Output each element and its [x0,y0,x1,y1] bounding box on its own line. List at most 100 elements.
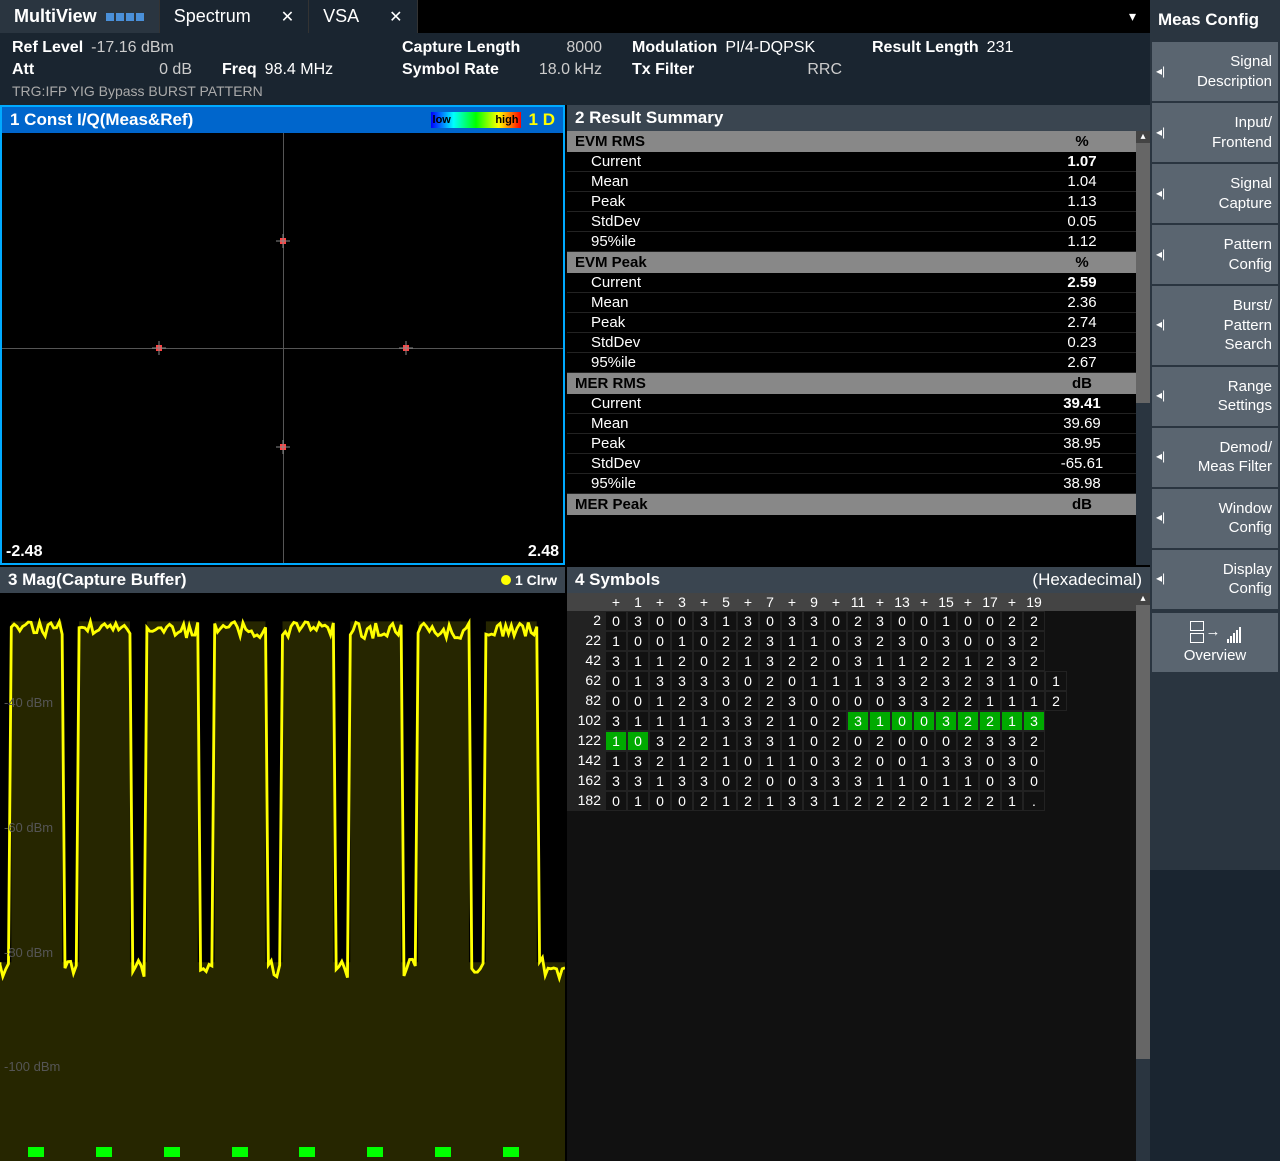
tab-vsa[interactable]: VSA✕ [309,0,417,33]
arrow-icon: ◂| [1156,186,1165,202]
y-axis-label: -80 dBm [4,945,53,960]
sidebar-button[interactable]: ◂|SignalCapture [1152,164,1278,223]
symbol-cell: 0 [649,611,671,631]
symbol-row: 14213212101103200133030 [567,751,1150,771]
result-value: 39.69 [1022,415,1142,432]
symbol-cell: 0 [627,731,649,751]
result-table: EVM RMS%Current1.07Mean1.04Peak1.13StdDe… [567,131,1150,515]
symbol-cell: 0 [715,691,737,711]
y-axis-label: -40 dBm [4,695,53,710]
result-label: Current [575,153,1022,170]
result-value: 2.67 [1022,354,1142,371]
symbol-cell: 0 [957,631,979,651]
symbol-cell: 0 [891,611,913,631]
symbol-cell: 0 [649,791,671,811]
sidebar-button[interactable]: ◂|WindowConfig [1152,489,1278,548]
symbol-cell: 2 [671,731,693,751]
symbol-cell: 3 [605,771,627,791]
sidebar-button[interactable]: ◂|PatternConfig [1152,225,1278,284]
iq-plot[interactable]: -2.48 2.48 [2,133,563,563]
symbol-cell: 2 [1023,631,1045,651]
symbol-cell: 1 [627,711,649,731]
result-value: 0.23 [1022,334,1142,351]
mag-plot[interactable]: -40 dBm-60 dBm-80 dBm-100 dBm [0,593,565,1161]
symbol-cell: 0 [1023,771,1045,791]
symbol-cell: 0 [715,771,737,791]
tab-spectrum[interactable]: Spectrum✕ [160,0,309,33]
sidebar-button[interactable]: ◂|DisplayConfig [1152,550,1278,609]
result-row: Mean1.04 [567,172,1150,192]
symbol-cell: 3 [891,691,913,711]
green-marker [232,1147,248,1157]
green-marker [435,1147,451,1157]
symbol-cell: 0 [847,731,869,751]
symbol-cell: 3 [693,611,715,631]
symbol-cell: 1 [1001,791,1023,811]
tab-multiview[interactable]: MultiView [0,0,160,33]
symbol-cell: 0 [1023,751,1045,771]
scrollbar[interactable]: ▴ [1136,593,1150,1161]
symbol-cell: 1 [649,691,671,711]
result-row: Peak38.95 [567,434,1150,454]
overview-button[interactable]: → Overview [1152,613,1278,672]
tab-dropdown[interactable]: ▾ [1115,0,1150,33]
symbol-cell: 1 [1001,691,1023,711]
symbol-cell: 0 [869,691,891,711]
symbol-cell: 2 [913,651,935,671]
result-value: -65.61 [1022,455,1142,472]
symbol-cell: 3 [759,651,781,671]
symbol-cell: 2 [869,731,891,751]
sidebar-button[interactable]: ◂|Input/Frontend [1152,103,1278,162]
symbol-cell: 1 [957,651,979,671]
sidebar-button[interactable]: ◂|Burst/PatternSearch [1152,286,1278,365]
symbol-cell: 0 [979,771,1001,791]
axis-label: -2.48 [6,543,42,561]
symbol-cell: 1 [979,691,1001,711]
symbol-cell: 0 [605,791,627,811]
panel-title: 3 Mag(Capture Buffer) [8,570,187,590]
symbol-cell: 1 [715,791,737,811]
symbol-cell: 1 [825,671,847,691]
symbol-cell: 3 [869,611,891,631]
green-marker [503,1147,519,1157]
row-header: 62 [567,671,605,691]
scrollbar[interactable]: ▴ [1136,131,1150,565]
symbol-cell: 1 [781,731,803,751]
symbol-cell: 3 [935,751,957,771]
result-row: Mean2.36 [567,293,1150,313]
symbol-cell: 3 [847,711,869,731]
symbol-cell: 3 [803,791,825,811]
param-label: Att [12,61,34,79]
symbol-cell: 2 [759,671,781,691]
symbol-cell: 1 [803,671,825,691]
result-label: 95%ile [575,354,1022,371]
arrow-icon: ◂| [1156,247,1165,263]
symbol-cell: 0 [869,751,891,771]
tab-bar: MultiView Spectrum✕ VSA✕ ▾ [0,0,1150,33]
symbol-row: 2210010223110323030032 [567,631,1150,651]
symbol-cell: 2 [957,791,979,811]
sidebar-button[interactable]: ◂|Demod/Meas Filter [1152,428,1278,487]
symbol-cell: 0 [693,651,715,671]
arrow-icon: ◂| [1156,125,1165,141]
symbol-cell: 1 [781,751,803,771]
green-marker [28,1147,44,1157]
result-row: Current2.59 [567,273,1150,293]
symbol-cell: 2 [847,611,869,631]
sidebar-button[interactable]: ◂|SignalDescription [1152,42,1278,101]
symbol-cell: 2 [957,731,979,751]
close-icon[interactable]: ✕ [281,7,294,27]
symbol-cell: 1 [935,791,957,811]
symbol-cell: 0 [979,631,1001,651]
symbol-cell: 2 [693,751,715,771]
panel-title: 2 Result Summary [575,108,723,128]
sidebar-button[interactable]: ◂|RangeSettings [1152,367,1278,426]
close-icon[interactable]: ✕ [389,7,402,27]
group-name: EVM Peak [575,254,1022,271]
symbol-cell: 2 [825,711,847,731]
symbol-cell: 0 [913,611,935,631]
symbol-cell: 0 [605,671,627,691]
symbol-cell: 2 [935,651,957,671]
green-marker [299,1147,315,1157]
symbol-cell: 0 [759,611,781,631]
